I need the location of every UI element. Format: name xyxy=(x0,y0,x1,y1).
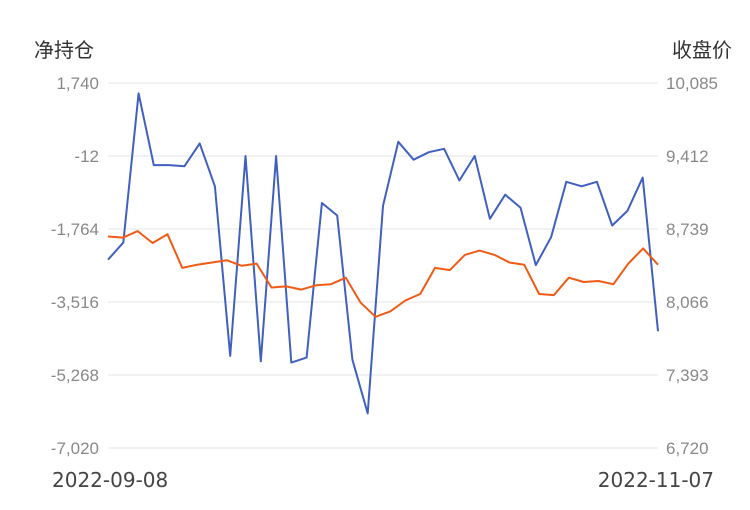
right-tick-label: 8,066 xyxy=(666,293,709,312)
x-axis-start-date: 2022-09-08 xyxy=(52,468,169,492)
right-axis-title: 收盘价 xyxy=(672,38,732,62)
left-tick-label: -5,268 xyxy=(51,366,99,385)
left-axis-title: 净持仓 xyxy=(34,38,94,62)
left-tick-label: -12 xyxy=(74,147,99,166)
right-tick-label: 7,393 xyxy=(666,366,709,385)
left-tick-label: -3,516 xyxy=(51,293,99,312)
close-price-line xyxy=(107,230,659,318)
left-tick-label: -1,764 xyxy=(51,220,99,239)
right-tick-label: 10,085 xyxy=(666,74,718,93)
left-tick-label: 1,740 xyxy=(56,74,99,93)
x-axis-end-date: 2022-11-07 xyxy=(597,468,714,492)
net-position-line xyxy=(107,92,659,415)
right-tick-label: 9,412 xyxy=(666,147,709,166)
right-tick-label: 6,720 xyxy=(666,439,709,458)
left-tick-label: -7,020 xyxy=(51,439,99,458)
right-tick-label: 8,739 xyxy=(666,220,709,239)
